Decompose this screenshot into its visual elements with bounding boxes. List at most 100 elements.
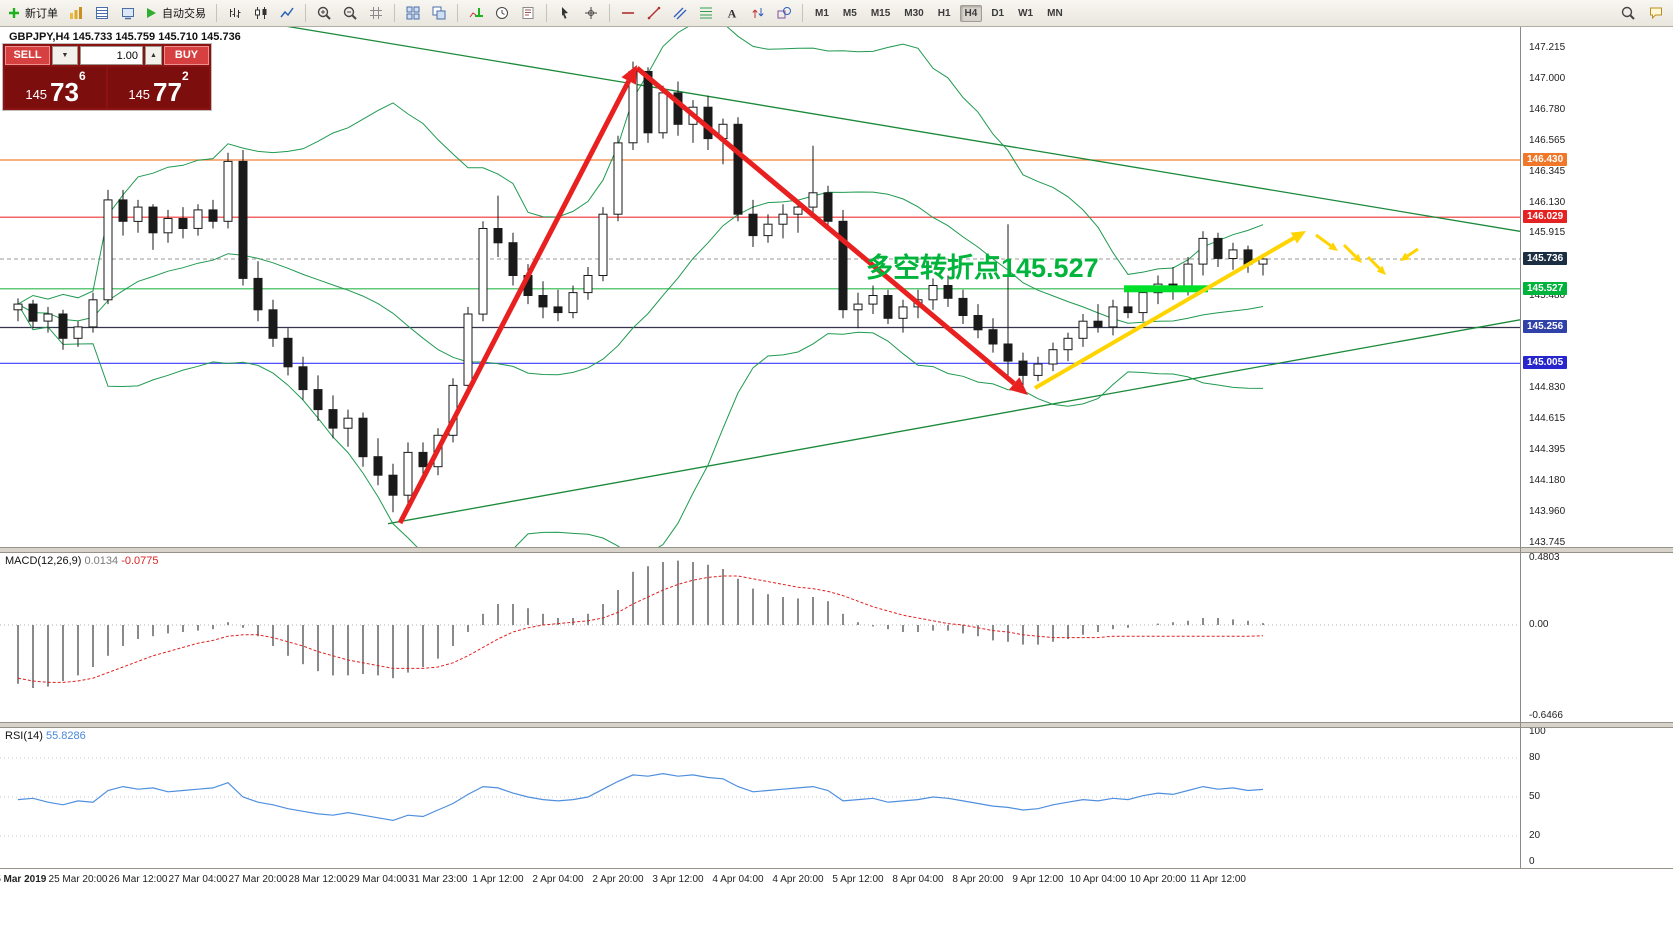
auto-trading-button-label: 自动交易 <box>162 8 206 20</box>
caret-down-icon: ▼ <box>61 52 69 59</box>
sell-button[interactable]: SELL <box>5 46 50 65</box>
grid-button[interactable] <box>364 2 388 24</box>
price-tick: 146.130 <box>1529 196 1566 208</box>
time-axis-label: 10 Apr 04:00 <box>1069 874 1127 885</box>
grid-icon <box>368 5 384 21</box>
arrows-icon <box>750 5 766 21</box>
toolbar: 新订单 自动交易 A M1 M5 M15 M30 H1 H4 D1 W1 MN <box>0 0 1673 27</box>
timeframe-button-M5[interactable]: M5 <box>842 7 857 19</box>
time-axis-label: 5 Apr 12:00 <box>832 874 884 885</box>
zoom-in-icon <box>316 5 332 21</box>
line-chart-icon <box>279 5 295 21</box>
templates-icon <box>520 5 536 21</box>
macd-chart[interactable] <box>0 553 1520 722</box>
candle-chart-icon <box>253 5 269 21</box>
channel-icon <box>672 5 688 21</box>
shapes-button[interactable] <box>772 2 796 24</box>
autotrading-icon <box>143 5 159 21</box>
time-axis-label: 26 Mar 12:00 <box>108 874 168 885</box>
chat-button[interactable] <box>1644 2 1668 24</box>
fibonacci-button[interactable] <box>694 2 718 24</box>
cascade-windows-button[interactable] <box>427 2 451 24</box>
time-axis-label: 29 Mar 04:00 <box>348 874 408 885</box>
svg-text:多空转折点145.527: 多空转折点145.527 <box>866 252 1099 283</box>
price-tick: 146.565 <box>1529 134 1566 146</box>
buy-button[interactable]: BUY <box>164 46 209 65</box>
arrows-button[interactable] <box>746 2 770 24</box>
indicators-icon <box>468 5 484 21</box>
zoom-out-button[interactable] <box>338 2 362 24</box>
price-tick: 145.915 <box>1529 227 1566 239</box>
price-tick: 147.000 <box>1529 72 1566 84</box>
rsi-scale-tick: 20 <box>1529 830 1541 841</box>
lot-increase-button[interactable]: ▲ <box>145 46 162 65</box>
timeframe-button-M30[interactable]: M30 <box>904 7 924 19</box>
time-axis-label: 2 Apr 04:00 <box>532 874 584 885</box>
magnifier-icon <box>1620 5 1636 21</box>
time-axis-label: 25 Mar 20:00 <box>48 874 108 885</box>
horizontal-line-button[interactable] <box>616 2 640 24</box>
trendline-button[interactable] <box>642 2 666 24</box>
sell-price-big: 73 <box>50 77 79 107</box>
timeframe-button-MN[interactable]: MN <box>1047 7 1063 19</box>
market-watch-icon <box>68 5 84 21</box>
zoom-in-button[interactable] <box>312 2 336 24</box>
price-tick: 145.480 <box>1529 289 1566 301</box>
rsi-panel-divider[interactable] <box>0 722 1673 728</box>
macd-panel-divider[interactable] <box>0 547 1673 553</box>
cursor-button[interactable] <box>553 2 577 24</box>
timeframe-button-D1[interactable]: D1 <box>991 7 1005 19</box>
buy-price-display[interactable]: 145 77 2 <box>108 67 209 108</box>
timeframe-button-H1[interactable]: H1 <box>937 7 951 19</box>
channel-button[interactable] <box>668 2 692 24</box>
price-tick: 144.395 <box>1529 444 1566 456</box>
indicators-button[interactable] <box>464 2 488 24</box>
price-axis[interactable]: 147.215 147.000 146.780 146.565 146.345 146.1… <box>1521 0 1673 949</box>
time-axis-label: 4 Apr 20:00 <box>772 874 824 885</box>
main-price-chart[interactable]: 多空转折点145.527 <box>0 27 1520 547</box>
toolbar-separator <box>305 4 306 22</box>
timeframe-button-H4[interactable]: H4 <box>959 4 983 22</box>
price-level-badge: 146.029 <box>1523 210 1568 224</box>
price-tick: 147.215 <box>1529 42 1566 53</box>
market-watch-button[interactable] <box>64 2 88 24</box>
chart-symbol-label: GBPJPY,H4 145.733 145.759 145.710 145.73… <box>9 31 241 43</box>
price-tick: 146.345 <box>1529 166 1566 178</box>
time-axis-label: 8 Apr 20:00 <box>952 874 1004 885</box>
toolbar-separator <box>216 4 217 22</box>
buy-price-prefix: 145 <box>128 87 151 102</box>
price-axis-separator <box>1520 27 1521 868</box>
tile-windows-button[interactable] <box>401 2 425 24</box>
rsi-chart[interactable] <box>0 728 1520 868</box>
timeframe-button-M15[interactable]: M15 <box>870 7 891 19</box>
crosshair-icon <box>583 5 599 21</box>
periods-button[interactable] <box>490 2 514 24</box>
timeframe-button-M1[interactable]: M1 <box>815 7 829 19</box>
time-axis-label: 11 Apr 12:00 <box>1190 874 1246 885</box>
new-order-button[interactable]: 新订单 <box>5 2 62 24</box>
lot-dropdown-button[interactable]: ▼ <box>52 46 78 65</box>
line-chart-button[interactable] <box>275 2 299 24</box>
bar-chart-button[interactable] <box>223 2 247 24</box>
search-button[interactable] <box>1616 2 1640 24</box>
macd-scale-tick: 0.4803 <box>1529 551 1560 563</box>
data-window-icon <box>94 5 110 21</box>
sell-price-display[interactable]: 145 73 6 <box>5 67 106 108</box>
tile-windows-icon <box>405 5 421 21</box>
text-button[interactable]: A <box>720 2 744 24</box>
timeframe-button-W1[interactable]: W1 <box>1018 7 1034 19</box>
candle-chart-button[interactable] <box>249 2 273 24</box>
time-axis-label: 28 Mar 12:00 <box>288 874 348 885</box>
time-axis-label: 25 Mar 2019 <box>0 874 47 885</box>
lot-size-input[interactable] <box>80 46 143 65</box>
auto-trading-button[interactable]: 自动交易 <box>142 2 210 24</box>
fibonacci-icon <box>698 5 714 21</box>
templates-button[interactable] <box>516 2 540 24</box>
data-window-button[interactable] <box>90 2 114 24</box>
time-axis-label: 1 Apr 12:00 <box>472 874 524 885</box>
price-tick: 144.180 <box>1529 474 1566 486</box>
price-level-badge: 145.256 <box>1523 320 1568 334</box>
crosshair-button[interactable] <box>579 2 603 24</box>
terminal-button[interactable] <box>116 2 140 24</box>
